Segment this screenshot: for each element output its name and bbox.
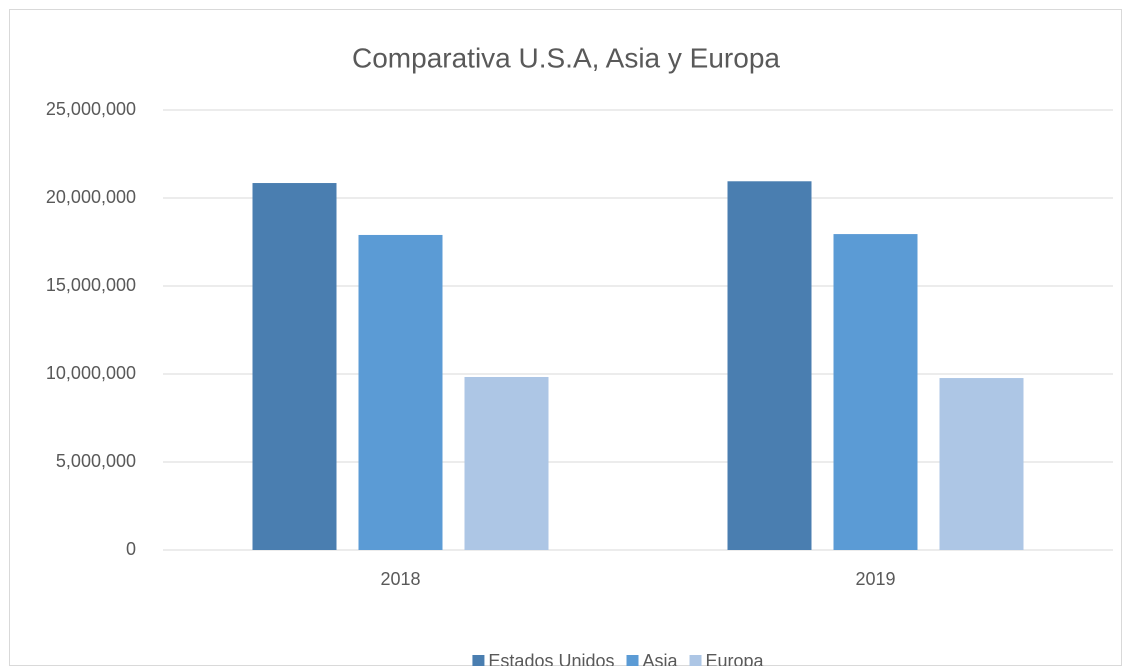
legend-swatch <box>472 655 485 666</box>
legend-swatch <box>626 655 639 666</box>
bar <box>727 181 812 550</box>
x-tick-label: 2019 <box>855 569 895 589</box>
legend-swatch <box>689 655 702 666</box>
bar <box>833 234 918 550</box>
legend-label: Estados Unidos <box>488 651 614 666</box>
legend-label: Asia <box>643 651 679 666</box>
y-tick-label: 5,000,000 <box>56 451 136 471</box>
y-tick-label: 10,000,000 <box>46 363 136 383</box>
bar <box>252 183 337 551</box>
chart-border <box>9 9 1122 666</box>
y-tick-label: 0 <box>126 539 136 559</box>
y-tick-label: 15,000,000 <box>46 275 136 295</box>
bar <box>358 234 443 550</box>
chart-title: Comparativa U.S.A, Asia y Europa <box>352 42 780 73</box>
y-tick-label: 20,000,000 <box>46 187 136 207</box>
legend-label: Europa <box>706 651 765 666</box>
bar <box>939 378 1024 550</box>
x-tick-label: 2018 <box>380 569 420 589</box>
y-tick-label: 25,000,000 <box>46 99 136 119</box>
bar <box>464 376 549 550</box>
